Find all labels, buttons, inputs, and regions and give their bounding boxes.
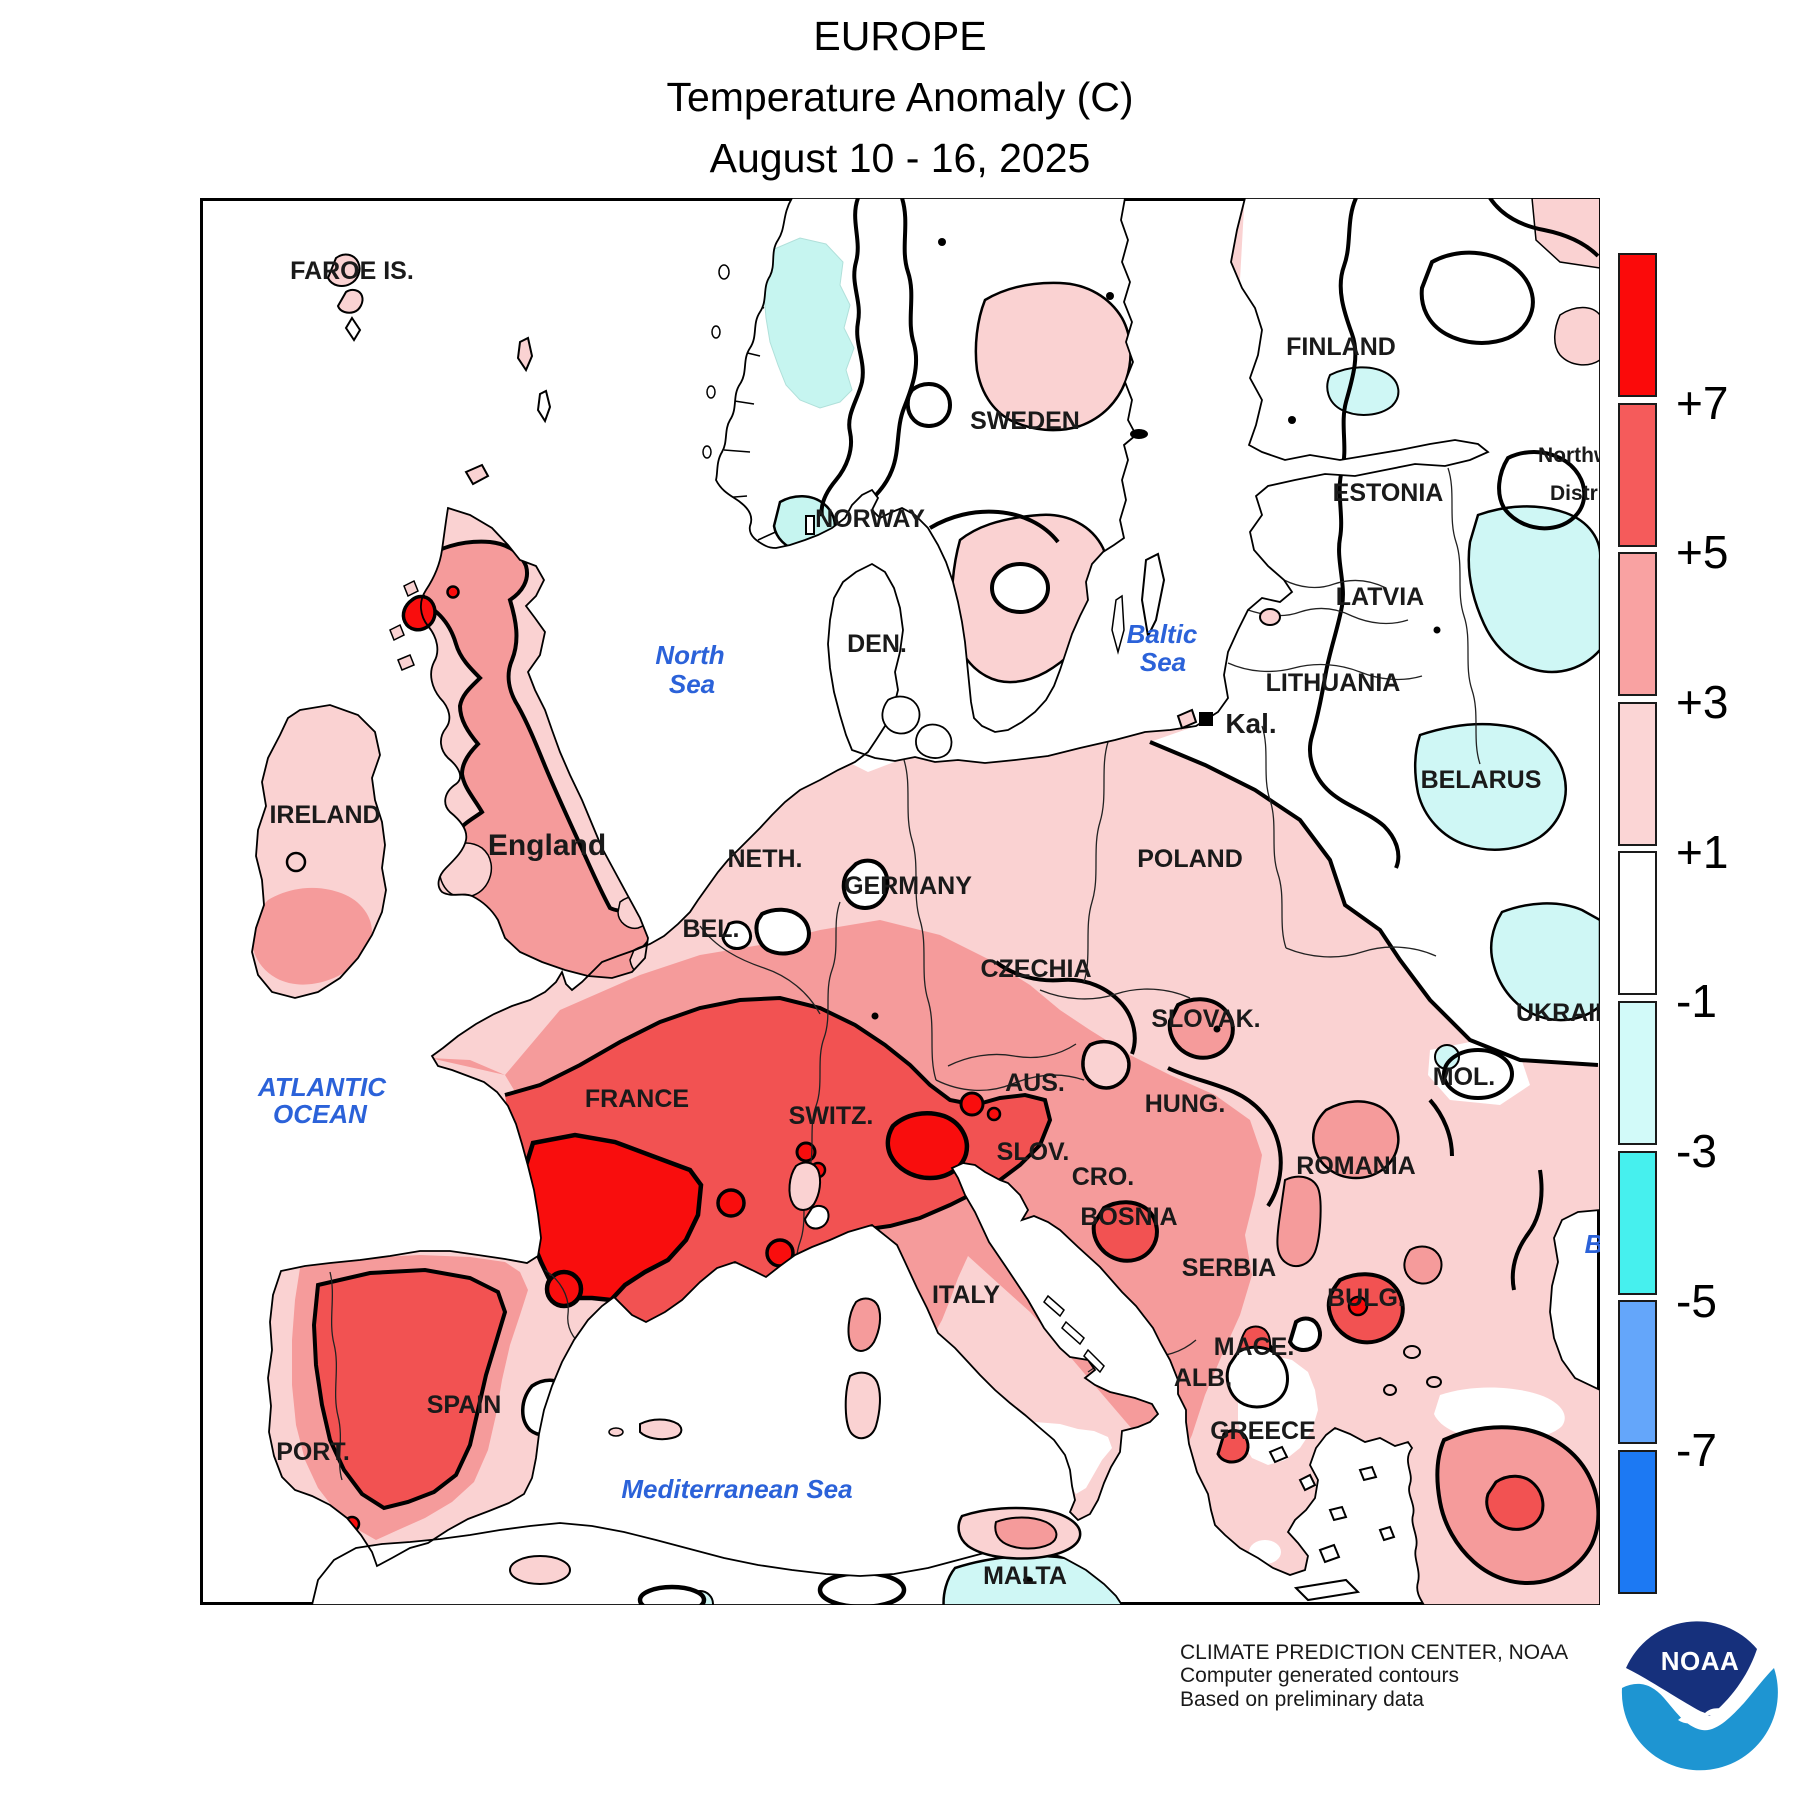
svg-text:CZECHIA: CZECHIA (980, 955, 1091, 983)
svg-text:BULG.: BULG. (1327, 1284, 1405, 1312)
svg-text:BEL.: BEL. (683, 915, 740, 943)
svg-text:IRELAND: IRELAND (269, 801, 380, 829)
svg-text:GREECE: GREECE (1210, 1417, 1316, 1445)
svg-text:MALTA: MALTA (983, 1562, 1067, 1590)
svg-text:Northwest: Northwest (1538, 444, 1600, 467)
svg-text:BELARUS: BELARUS (1421, 766, 1542, 794)
svg-text:NETH.: NETH. (728, 845, 803, 873)
svg-text:MOL.: MOL. (1433, 1063, 1496, 1091)
svg-text:Mediterranean Sea: Mediterranean Sea (621, 1474, 852, 1504)
svg-text:FINLAND: FINLAND (1286, 333, 1396, 361)
svg-text:Sea: Sea (1140, 647, 1186, 677)
svg-text:OCEAN: OCEAN (273, 1099, 368, 1129)
svg-text:MACE.: MACE. (1214, 1333, 1295, 1361)
svg-text:ITALY: ITALY (932, 1281, 1000, 1309)
svg-text:LATVIA: LATVIA (1336, 583, 1424, 611)
svg-text:ALB.: ALB. (1174, 1364, 1232, 1392)
svg-text:SPAIN: SPAIN (427, 1391, 502, 1419)
svg-text:UKRAINE: UKRAINE (1516, 999, 1600, 1027)
svg-text:Kal.: Kal. (1225, 708, 1276, 739)
svg-text:HUNG.: HUNG. (1145, 1090, 1226, 1118)
svg-text:FAROE IS.: FAROE IS. (290, 257, 414, 285)
svg-text:GERMANY: GERMANY (844, 872, 972, 900)
svg-text:Sea: Sea (669, 669, 715, 699)
svg-text:North: North (655, 640, 724, 670)
svg-text:AUS.: AUS. (1005, 1069, 1065, 1097)
svg-text:CRO.: CRO. (1072, 1163, 1135, 1191)
svg-text:SWITZ.: SWITZ. (789, 1102, 874, 1130)
svg-text:England: England (488, 829, 606, 862)
svg-text:SLOV.: SLOV. (997, 1138, 1070, 1166)
svg-text:FRANCE: FRANCE (585, 1085, 689, 1113)
svg-text:ATLANTIC: ATLANTIC (257, 1072, 387, 1102)
svg-text:ROMANIA: ROMANIA (1296, 1152, 1415, 1180)
svg-text:DEN.: DEN. (847, 630, 907, 658)
svg-text:PORT.: PORT. (276, 1438, 350, 1466)
svg-text:District: District (1550, 482, 1600, 505)
svg-text:B: B (1585, 1229, 1600, 1259)
svg-text:BOSNIA: BOSNIA (1080, 1203, 1177, 1231)
svg-text:SWEDEN: SWEDEN (970, 407, 1080, 435)
svg-text:SLOVAK.: SLOVAK. (1151, 1005, 1260, 1033)
svg-text:LITHUANIA: LITHUANIA (1266, 669, 1401, 697)
svg-text:POLAND: POLAND (1137, 845, 1243, 873)
svg-text:Baltic: Baltic (1127, 619, 1198, 649)
svg-text:NORWAY: NORWAY (815, 505, 925, 533)
svg-text:NOAA: NOAA (1661, 1646, 1740, 1676)
svg-text:SERBIA: SERBIA (1182, 1254, 1276, 1282)
svg-text:ESTONIA: ESTONIA (1333, 479, 1444, 507)
